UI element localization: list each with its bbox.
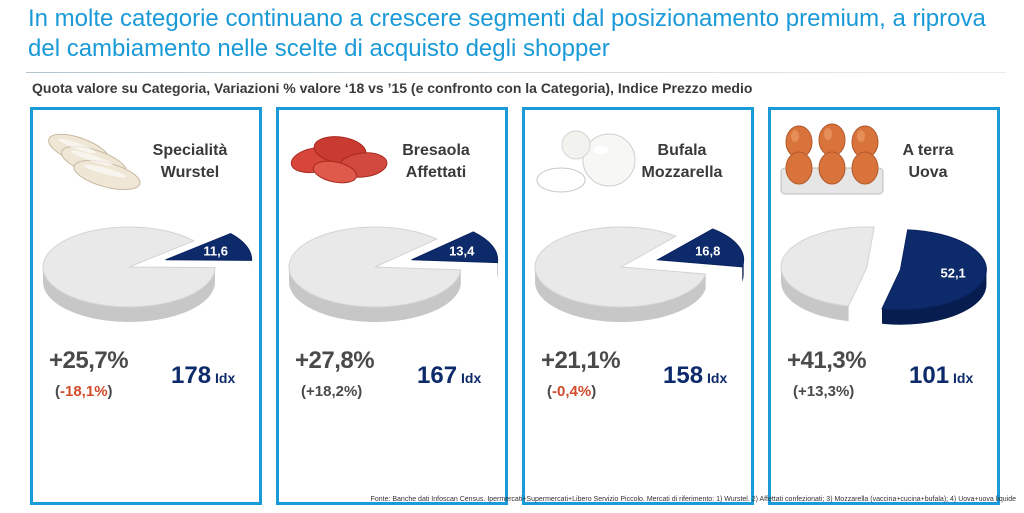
price-index-unit: Idx: [953, 370, 974, 386]
price-index: 158 Idx: [663, 362, 727, 390]
panel-wurstel: Specialità Wurstel 11,6 +25,7% (-18,1%) …: [30, 107, 262, 505]
page-title: In molte categorie continuano a crescere…: [28, 5, 986, 62]
segment-name: Bresaola: [402, 142, 470, 159]
pie-chart: 16,8: [534, 226, 745, 322]
price-index-value: 158: [663, 362, 704, 389]
segment-growth: +27,8%: [295, 347, 375, 374]
bresaola-image: [290, 136, 388, 184]
pie-slice-other: [288, 226, 462, 308]
pie-slice-other: [42, 226, 216, 308]
pie-chart: 13,4: [288, 226, 499, 322]
category-label: A terra Uova: [873, 140, 983, 184]
category-label: Bufala Mozzarella: [627, 140, 737, 184]
category-name: Mozzarella: [641, 164, 723, 181]
eggs-image: [780, 123, 884, 195]
chart-subtitle: Quota valore su Categoria, Variazioni % …: [32, 80, 753, 96]
pie-slice-other: [534, 226, 707, 308]
pie-slice-highlight: [655, 228, 745, 268]
pie-slice-other-side: [535, 267, 706, 322]
price-index-value: 101: [909, 362, 950, 389]
category-growth: (-18,1%): [55, 383, 113, 400]
segment-growth: +25,7%: [49, 347, 129, 374]
pie-value-label: 52,1: [940, 265, 965, 280]
price-index-value: 167: [417, 362, 458, 389]
pie-value-label: 16,8: [695, 243, 720, 258]
pie-slice-highlight: [411, 231, 499, 264]
category-name: Wurstel: [160, 164, 220, 181]
category-growth-value: +13,3%: [798, 383, 850, 400]
category-name: Uova: [908, 164, 948, 181]
price-index: 101 Idx: [909, 362, 973, 390]
pie-slice-other-side: [43, 267, 215, 323]
pie-value-label: 11,6: [203, 243, 228, 258]
category-name: Affettati: [405, 164, 467, 181]
mozzarella-image: [536, 130, 636, 193]
pie-slice-other-side: [781, 267, 849, 322]
segment-name: Bufala: [657, 142, 707, 159]
segment-name: Specialità: [152, 142, 228, 159]
title-divider: [26, 72, 1006, 73]
source-footnote: Fonte: Banche dati Infoscan Census. Iper…: [370, 496, 1016, 503]
panel-mozzarella: Bufala Mozzarella 16,8 +21,1% (-0,4%) 15…: [522, 107, 754, 505]
pie-value-label: 13,4: [449, 243, 475, 258]
category-growth: (-0,4%): [547, 383, 597, 400]
category-growth-value: -18,1%: [60, 383, 108, 400]
category-label: Bresaola Affettati: [381, 140, 491, 184]
category-growth: (+18,2%): [301, 383, 363, 400]
price-index-unit: Idx: [707, 370, 728, 386]
price-index-value: 178: [171, 362, 212, 389]
panel-affettati: Bresaola Affettati 13,4 +27,8% (+18,2%) …: [276, 107, 508, 505]
category-growth: (+13,3%): [793, 383, 855, 400]
pie-slice-highlight: [881, 229, 987, 311]
segment-growth: +21,1%: [541, 347, 621, 374]
wurstel-image: [48, 133, 141, 191]
pie-chart: 11,6: [42, 226, 253, 323]
segment-name: A terra: [902, 142, 954, 159]
pie-chart: 52,1: [780, 226, 987, 325]
price-index-unit: Idx: [215, 370, 236, 386]
category-growth-value: +18,2%: [306, 383, 358, 400]
panel-uova: A terra Uova 52,1 +41,3% (+13,3%) 101 Idx: [768, 107, 1000, 505]
category-growth-value: -0,4%: [552, 383, 592, 400]
segment-growth: +41,3%: [787, 347, 867, 374]
pie-slice-other: [780, 226, 875, 307]
pie-slice-highlight-side: [881, 269, 987, 325]
price-index-unit: Idx: [461, 370, 482, 386]
category-label: Specialità Wurstel: [135, 140, 245, 184]
pie-slice-other-side: [289, 267, 461, 322]
pie-slice-highlight: [165, 233, 253, 261]
price-index: 178 Idx: [171, 362, 235, 390]
price-index: 167 Idx: [417, 362, 481, 390]
